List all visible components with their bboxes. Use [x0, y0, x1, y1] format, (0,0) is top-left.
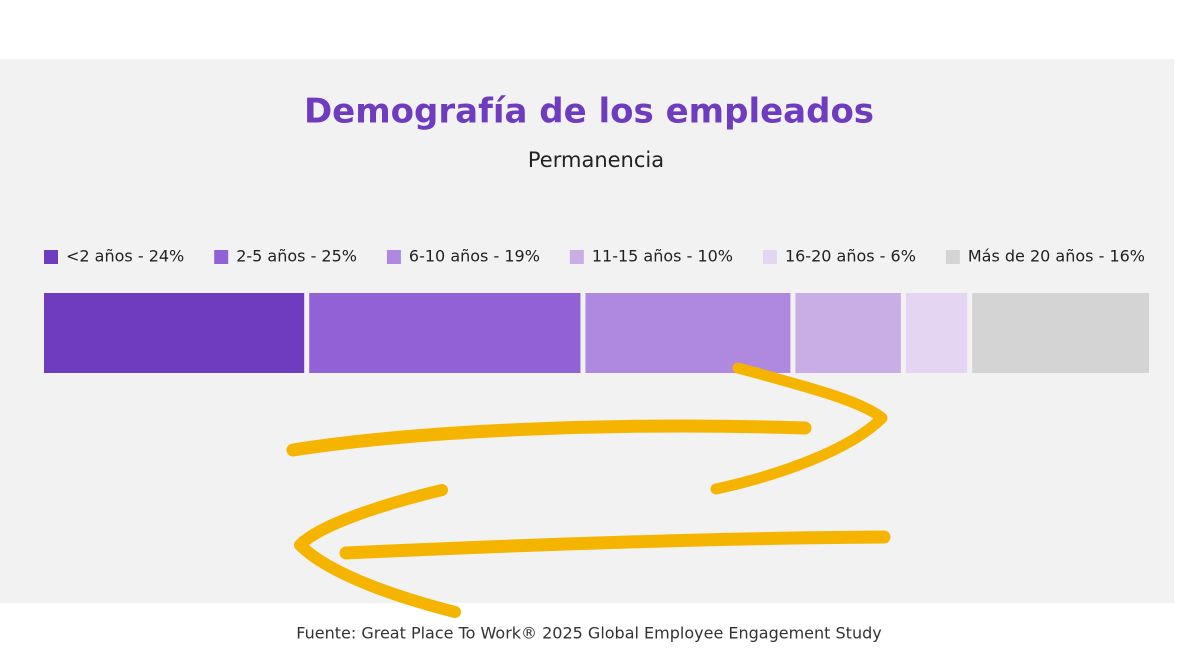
- chart-title: Demografía de los empleados: [304, 92, 874, 132]
- bar-group: [44, 293, 1149, 373]
- bar-segment: [795, 293, 901, 373]
- legend-swatch: [386, 250, 401, 264]
- legend-swatch: [44, 250, 58, 264]
- legend-label: <2 años - 24%: [66, 247, 184, 266]
- source-note: Fuente: Great Place To Work® 2025 Global…: [296, 624, 881, 643]
- legend-item: 6-10 años - 19%: [386, 247, 540, 266]
- legend-label: 16-20 años - 6%: [785, 247, 916, 266]
- bar-segment: [309, 293, 581, 373]
- arrow-head: [710, 362, 888, 495]
- bar-segment: [585, 293, 791, 373]
- legend-swatch: [214, 250, 229, 264]
- arrow-line: [339, 530, 891, 560]
- legend-label: 11-15 años - 10%: [592, 247, 733, 266]
- bar-segment: [905, 293, 968, 373]
- legend-label: Más de 20 años - 16%: [968, 247, 1145, 266]
- legend-swatch: [762, 250, 777, 264]
- bar-segment: [44, 293, 305, 373]
- legend-item: 2-5 años - 25%: [214, 247, 357, 266]
- bar-segment: [972, 293, 1149, 373]
- legend: <2 años - 24% 2-5 años - 25% 6-10 años - 1…: [44, 247, 1145, 266]
- legend-label: 2-5 años - 25%: [236, 247, 357, 266]
- legend-label: 6-10 años - 19%: [409, 247, 540, 266]
- legend-item: 16-20 años - 6%: [762, 247, 916, 266]
- chart-subtitle: Permanencia: [528, 148, 664, 172]
- legend-item: <2 años - 24%: [44, 247, 184, 266]
- legend-item: Más de 20 años - 16%: [945, 247, 1145, 266]
- legend-swatch: [945, 250, 960, 264]
- legend-swatch: [569, 250, 584, 264]
- legend-item: 11-15 años - 10%: [569, 247, 733, 266]
- arrow-head: [294, 484, 461, 618]
- arrows: [286, 362, 891, 618]
- arrow-line: [286, 419, 812, 457]
